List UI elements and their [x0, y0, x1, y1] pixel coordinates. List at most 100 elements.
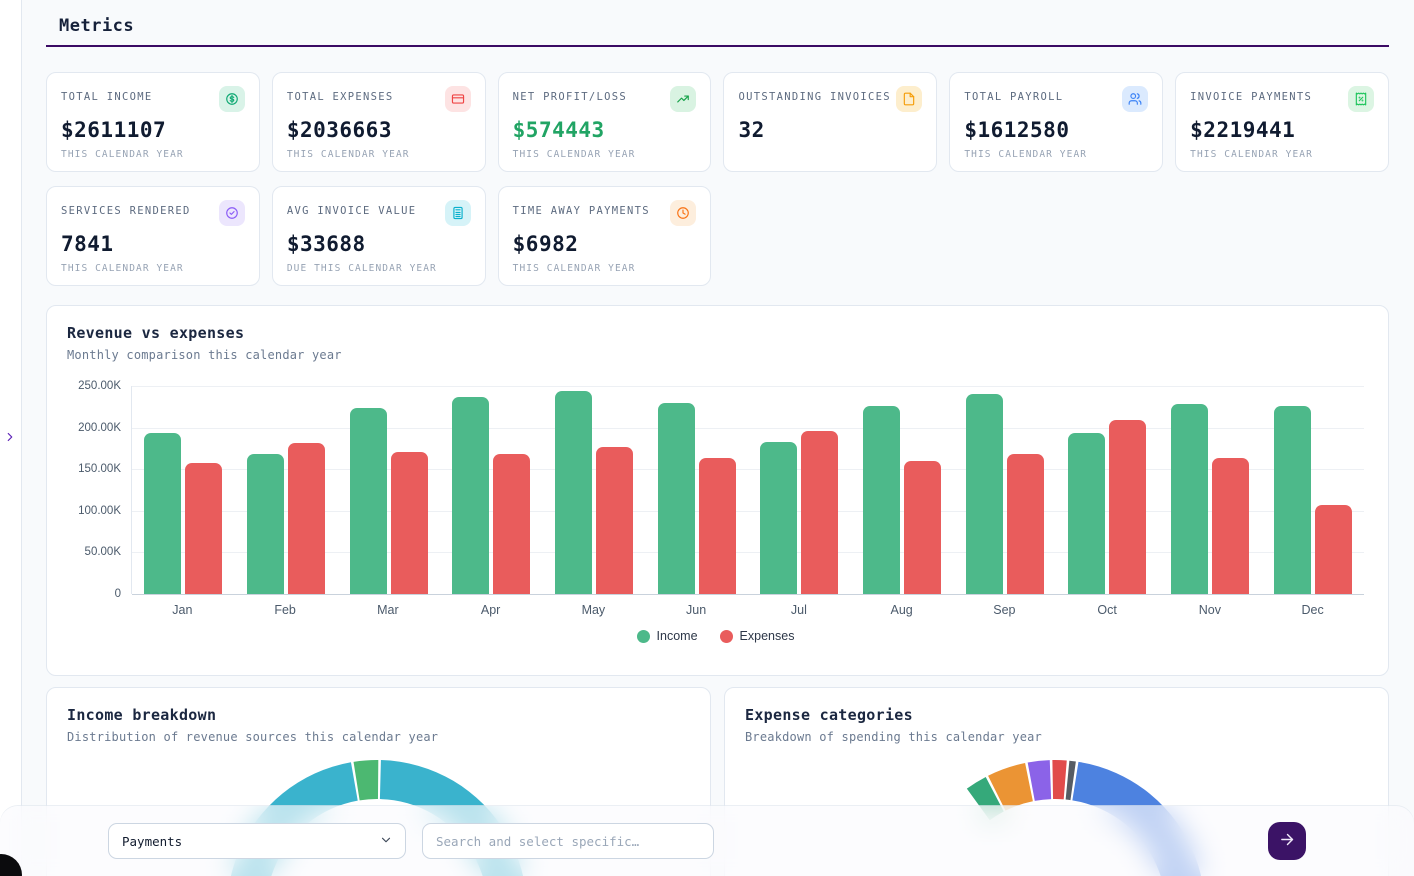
trending-up-icon: [670, 86, 697, 112]
y-axis-tick: 100.00K: [78, 504, 121, 517]
legend-item-expenses[interactable]: Expenses: [719, 629, 795, 643]
stat-value: $33688: [286, 232, 366, 256]
submit-button[interactable]: [1268, 822, 1306, 860]
chart-subtitle: Monthly comparison this calendar year: [67, 348, 342, 362]
x-axis-label-jan: Jan: [172, 603, 193, 617]
bar-group-apr: [440, 386, 543, 594]
x-axis-label-jun: Jun: [686, 603, 707, 617]
bar-chart: 250.00K 200.00K 150.00K 100.00K 50.00K 0 Jan F…: [67, 380, 1364, 617]
y-axis-tick: 150.00K: [78, 463, 121, 476]
title-underline: [46, 45, 1389, 47]
sidebar-expand-button[interactable]: [1, 429, 19, 447]
bar-expenses-jan: [185, 463, 223, 594]
gridline: [132, 469, 1364, 471]
stat-card-total-expenses: TOTAL EXPENSES $2036663 THIS CALENDAR YEAR: [271, 72, 486, 172]
revenue-expenses-card: Revenue vs expenses Monthly comparison t…: [46, 305, 1389, 676]
bar-expenses-mar: [390, 451, 428, 594]
x-axis-label-oct: Oct: [1097, 603, 1117, 617]
stat-value: $2219441: [1190, 118, 1296, 142]
x-axis-label-may: May: [581, 603, 606, 617]
stat-card-total-payroll: TOTAL PAYROLL $1612580 THIS CALENDAR YEAR: [949, 72, 1164, 172]
receipt-percent-icon: [1347, 86, 1374, 112]
stat-card-time-away-payments: TIME AWAY PAYMENTS $6982 THIS CALENDAR YEA…: [497, 186, 712, 286]
expense-categories-title: Expense categories: [745, 706, 913, 724]
stat-card-total-income: TOTAL INCOME $2611107 THIS CALENDAR YEAR: [46, 72, 260, 172]
stat-period: DUE THIS CALENDAR YEAR: [286, 263, 437, 274]
bar-group-mar: [337, 386, 440, 594]
donut-segment: [1065, 760, 1076, 801]
badge-check-icon: [218, 200, 245, 226]
stat-period: THIS CALENDAR YEAR: [512, 149, 636, 160]
x-axis-label-sep: Sep: [993, 603, 1016, 617]
income-breakdown-title: Income breakdown: [67, 706, 217, 724]
bar-expenses-jul: [801, 430, 839, 594]
circle-dollar-icon: [218, 86, 245, 112]
bar-expenses-oct: [1109, 420, 1147, 594]
stat-period: THIS CALENDAR YEAR: [512, 263, 636, 274]
y-axis-tick: 200.00K: [78, 421, 121, 434]
bar-expenses-apr: [493, 454, 531, 594]
income-donut-chart: [227, 760, 527, 876]
stat-label: TOTAL EXPENSES: [286, 91, 394, 103]
legend-label: Expenses: [739, 629, 795, 643]
stat-label: TIME AWAY PAYMENTS: [512, 205, 650, 217]
bar-group-jun: [645, 386, 748, 594]
stat-label: OUTSTANDING INVOICES: [738, 91, 891, 103]
x-axis-label-aug: Aug: [890, 603, 913, 617]
bar-income-jul: [760, 441, 798, 594]
stat-period: THIS CALENDAR YEAR: [1190, 149, 1313, 160]
page-title: Metrics: [59, 16, 135, 36]
bar-income-feb: [247, 454, 284, 594]
bar-income-dec: [1273, 405, 1311, 594]
chevron-down-icon: [379, 833, 393, 850]
entity-select[interactable]: Payments: [108, 823, 406, 859]
stat-label: TOTAL INCOME: [61, 91, 153, 103]
entity-select-value: Payments: [122, 833, 183, 849]
main-content: Metrics TOTAL INCOME $2611107 THIS CALENDA…: [22, 0, 1414, 876]
file-document-icon: [896, 86, 923, 112]
bar-plot: [131, 386, 1364, 595]
y-axis: 250.00K 200.00K 150.00K 100.00K 50.00K 0: [67, 380, 131, 600]
arrow-right-icon: [1279, 831, 1296, 851]
bar-group-sep: [953, 386, 1056, 594]
stat-value: $2611107: [61, 118, 167, 142]
stat-period: THIS CALENDAR YEAR: [61, 263, 184, 274]
bar-expenses-nov: [1212, 458, 1250, 594]
bar-group-nov: [1159, 386, 1262, 594]
bar-income-jan: [144, 432, 182, 594]
stat-value: 7841: [61, 232, 114, 256]
gridline: [132, 510, 1364, 512]
stat-value: $1612580: [964, 118, 1070, 142]
stat-value: $574443: [512, 118, 605, 142]
stat-period: THIS CALENDAR YEAR: [286, 149, 410, 160]
legend-swatch: [636, 629, 650, 643]
stat-label: AVG INVOICE VALUE: [286, 205, 417, 217]
gridline: [132, 427, 1364, 429]
bar-group-dec: [1261, 386, 1364, 594]
stat-label: NET PROFIT/LOSS: [512, 91, 627, 103]
stat-card-services-rendered: SERVICES RENDERED 7841 THIS CALENDAR YEAR: [46, 186, 260, 286]
x-axis-label-feb: Feb: [274, 603, 296, 617]
donut-segment: [353, 760, 378, 801]
bar-group-oct: [1056, 386, 1159, 594]
sidebar-rail: [0, 0, 22, 876]
stat-card-outstanding-invoices: OUTSTANDING INVOICES 32: [723, 72, 938, 172]
bar-group-feb: [235, 386, 338, 594]
gridline: [132, 386, 1364, 387]
x-axis-label-dec: Dec: [1301, 603, 1324, 617]
stat-period: THIS CALENDAR YEAR: [964, 149, 1088, 160]
donut-segment: [1051, 760, 1067, 800]
bar-expenses-feb: [288, 443, 325, 594]
bottom-action-bar: Payments: [0, 806, 1414, 876]
y-axis-tick: 50.00K: [84, 546, 121, 559]
gridline: [132, 594, 1364, 595]
legend-item-income[interactable]: Income: [636, 629, 698, 643]
gridline: [132, 552, 1364, 554]
chevron-right-icon: [3, 432, 17, 447]
bar-group-jul: [748, 386, 851, 594]
bar-expenses-may: [596, 446, 634, 594]
bar-income-mar: [349, 407, 387, 594]
search-input[interactable]: [422, 823, 714, 859]
bar-income-sep: [965, 394, 1003, 594]
donut-segment: [1027, 760, 1051, 801]
